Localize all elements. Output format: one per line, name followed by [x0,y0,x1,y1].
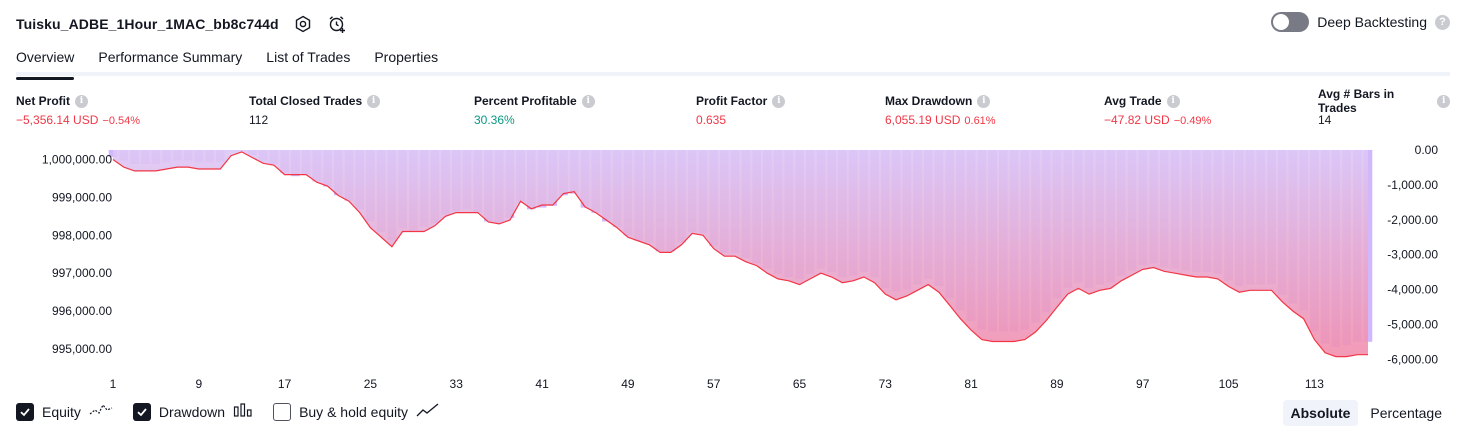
absolute-button[interactable]: Absolute [1282,400,1359,426]
left-axis-tick-label: 998,000.00 [52,228,112,242]
x-axis-ticks: 1 9 17 25 33 41 49 57 65 73 81 89 97 105 113 [110,377,1325,391]
info-icon[interactable]: i [367,94,381,108]
info-icon[interactable]: i [1166,94,1180,108]
right-axis-tick-label: -4,000.00 [1387,283,1438,297]
info-icon[interactable]: i [772,94,786,108]
add-alert-clock-icon[interactable] [327,14,347,34]
x-axis-tick-label: 17 [278,377,292,391]
metric-total-closed-trades: Total Closed Trades i 112 [249,92,381,127]
help-icon[interactable]: ? [1435,14,1450,30]
x-axis-tick-label: 105 [1219,377,1239,391]
metric-percent-profitable: Percent Profitable i 30.36% [474,92,595,127]
metric-label: Net Profit [16,94,70,108]
x-axis-tick-label: 41 [535,377,549,391]
deep-backtesting-label: Deep Backtesting [1317,14,1427,30]
buy-hold-checkbox[interactable] [273,402,292,421]
equity-drawdown-chart[interactable]: 1,000,000.00 999,000.00 998,000.00 997,000.… [0,140,1466,395]
tab-properties[interactable]: Properties [374,49,439,65]
metric-percent: −0.49% [1173,115,1212,127]
percentage-button[interactable]: Percentage [1370,405,1442,421]
metric-percent: −0.54% [102,115,141,127]
scale-mode-switch: Absolute Percentage [1282,400,1451,426]
x-axis-tick-label: 1 [110,377,117,391]
left-axis-ticks: 1,000,000.00 999,000.00 998,000.00 997,000.… [42,153,112,357]
metric-avg-trade: Avg Trade i −47.82 USD −0.49% [1104,92,1211,127]
equity-area-fill [113,150,1368,357]
x-axis-tick-label: 65 [793,377,807,391]
drawdown-checkbox[interactable] [132,402,151,421]
metric-label: Avg Trade [1104,94,1162,108]
tab-list-of-trades[interactable]: List of Trades [266,49,351,65]
deep-backtesting-toggle[interactable] [1271,12,1310,32]
metric-label: Avg # Bars in Trades [1318,87,1395,115]
right-axis-tick-label: 0.00 [1415,143,1439,157]
chart-legend: Equity Drawdown Buy & hold equity [16,402,440,421]
metric-value: 30.36% [474,113,515,127]
x-axis-tick-label: 9 [195,377,202,391]
info-icon[interactable]: i [1437,94,1450,108]
left-axis-tick-label: 997,000.00 [52,266,112,280]
right-axis-tick-label: -2,000.00 [1387,213,1438,227]
metric-value: −47.82 USD [1104,113,1170,127]
left-axis-tick-label: 999,000.00 [52,190,112,204]
right-axis-tick-label: -5,000.00 [1387,317,1438,331]
x-axis-tick-label: 97 [1136,377,1150,391]
x-axis-tick-label: 25 [364,377,378,391]
equity-label: Equity [42,403,81,420]
toggle-knob [1273,14,1290,30]
equity-line [112,151,1368,358]
x-axis-tick-label: 89 [1050,377,1064,391]
tab-performance-summary[interactable]: Performance Summary [98,49,243,65]
report-tabs: Overview Performance Summary List of Tra… [16,46,1450,80]
x-axis-tick-label: 33 [450,377,464,391]
right-axis-tick-label: -3,000.00 [1387,248,1438,262]
metric-label: Profit Factor [696,94,768,108]
metric-label: Max Drawdown [885,94,973,108]
legend-equity[interactable]: Equity [16,402,113,421]
left-axis-tick-label: 996,000.00 [52,304,112,318]
deep-backtesting-control: Deep Backtesting ? [1271,12,1450,32]
left-axis-tick-label: 1,000,000.00 [42,153,112,167]
x-axis-tick-label: 57 [707,377,721,391]
metric-net-profit: Net Profit i −5,356.14 USD −0.54% [16,92,140,127]
info-icon[interactable]: i [977,94,991,108]
metric-label: Total Closed Trades [249,94,363,108]
metric-value: 14 [1318,113,1332,127]
drawdown-label: Drawdown [158,403,226,420]
right-axis-ticks: 0.00 -1,000.00 -2,000.00 -3,000.00 -4,000.00… [1387,143,1438,366]
legend-buy-hold[interactable]: Buy & hold equity [273,402,440,421]
metric-value: 6,055.19 USD [885,113,961,127]
right-axis-tick-label: -1,000.00 [1387,178,1438,192]
metric-value: 0.635 [696,113,727,127]
info-icon[interactable]: i [581,94,595,108]
tab-overview[interactable]: Overview [16,46,75,80]
metric-label: Percent Profitable [474,94,577,108]
info-icon[interactable]: i [75,94,88,108]
metrics-row: Net Profit i −5,356.14 USD −0.54% Total Cl… [16,87,1450,132]
x-axis-tick-label: 49 [621,377,635,391]
metric-value: −5,356.14 USD [16,113,99,127]
strategy-title: Tuisku_ADBE_1Hour_1MAC_bb8c744d [16,16,279,32]
settings-gear-icon[interactable] [293,14,313,34]
legend-drawdown[interactable]: Drawdown [132,402,253,421]
drawdown-bars-icon [233,402,253,421]
equity-checkbox[interactable] [16,402,34,421]
buy-hold-line-icon [416,402,440,421]
metric-value: 112 [249,113,269,127]
x-axis-tick-label: 81 [964,377,978,391]
x-axis-tick-label: 113 [1305,377,1324,391]
buy-hold-label: Buy & hold equity [299,403,409,420]
metric-profit-factor: Profit Factor i 0.635 [696,92,786,127]
metric-max-drawdown: Max Drawdown i 6,055.19 USD 0.61% [885,92,996,127]
x-axis-tick-label: 73 [879,377,893,391]
right-axis-tick-label: -6,000.00 [1387,352,1438,366]
strategy-header: Tuisku_ADBE_1Hour_1MAC_bb8c744d [16,11,347,37]
left-axis-tick-label: 995,000.00 [52,342,112,356]
metric-avg-bars-in-trades: Avg # Bars in Trades i 14 [1318,87,1450,127]
equity-line-icon [89,402,113,421]
metric-percent: 0.61% [964,115,996,127]
